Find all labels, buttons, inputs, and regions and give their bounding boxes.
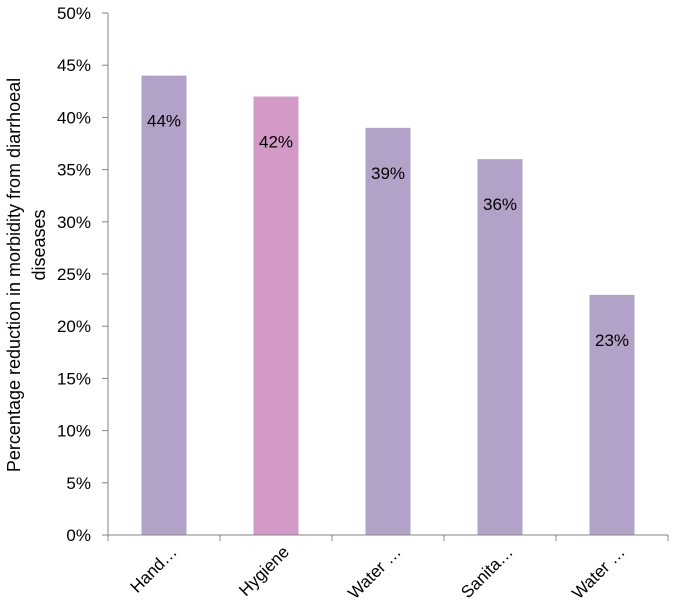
y-axis-title-line-1: Percentage reduction in morbidity from d… <box>4 78 24 472</box>
y-tick-label: 25% <box>57 265 91 284</box>
bar <box>253 96 299 536</box>
data-label: 44% <box>147 112 181 131</box>
y-tick-label: 0% <box>66 526 91 545</box>
x-tick-label: Sanita… <box>457 542 517 602</box>
data-label: 23% <box>595 331 629 350</box>
bar <box>365 127 411 535</box>
bars <box>141 75 635 536</box>
x-tick-label: Hand… <box>127 542 181 596</box>
bar <box>477 159 523 535</box>
y-tick-label: 40% <box>57 108 91 127</box>
data-label: 42% <box>259 133 293 152</box>
data-label: 36% <box>483 195 517 214</box>
y-tick-label: 50% <box>57 4 91 23</box>
x-tick-label: Water … <box>344 542 404 602</box>
y-tick-label: 15% <box>57 369 91 388</box>
y-tick-label: 10% <box>57 422 91 441</box>
y-tick-label: 45% <box>57 56 91 75</box>
y-axis-title-line-2: diseases <box>29 209 49 280</box>
y-tick-label: 35% <box>57 161 91 180</box>
x-tick-label: Water … <box>568 542 628 602</box>
y-axis-ticks: 0% 5% 10% 15% 20% 25% 30% 35% 40% 45% 50% <box>57 4 108 545</box>
y-tick-label: 5% <box>66 474 91 493</box>
y-axis-title: Percentage reduction in morbidity from d… <box>4 78 49 472</box>
y-tick-label: 30% <box>57 213 91 232</box>
bar <box>589 294 635 535</box>
x-axis-ticks: Hand… Hygiene Water … Sanita… Water … <box>107 535 669 603</box>
data-label: 39% <box>371 164 405 183</box>
data-labels: 44% 42% 39% 36% 23% <box>147 112 629 350</box>
bar <box>141 75 187 535</box>
x-tick-label: Hygiene <box>235 542 293 600</box>
y-tick-label: 20% <box>57 317 91 336</box>
